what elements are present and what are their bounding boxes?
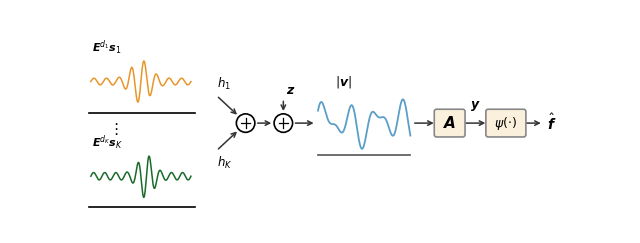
- Text: $\boldsymbol{A}$: $\boldsymbol{A}$: [443, 115, 456, 131]
- Text: $\psi(\cdot)$: $\psi(\cdot)$: [495, 115, 517, 132]
- Text: $\boldsymbol{E}^{d_K}\boldsymbol{s}_K$: $\boldsymbol{E}^{d_K}\boldsymbol{s}_K$: [92, 133, 124, 152]
- Text: $|\boldsymbol{v}|$: $|\boldsymbol{v}|$: [335, 74, 352, 90]
- Text: $h_1$: $h_1$: [217, 75, 231, 92]
- Text: $\vdots$: $\vdots$: [108, 121, 118, 137]
- FancyBboxPatch shape: [435, 109, 465, 137]
- Text: $\boldsymbol{y}$: $\boldsymbol{y}$: [470, 99, 481, 113]
- Text: $\boldsymbol{E}^{d_1}\boldsymbol{s}_1$: $\boldsymbol{E}^{d_1}\boldsymbol{s}_1$: [92, 38, 122, 57]
- Text: $\hat{\boldsymbol{f}}$: $\hat{\boldsymbol{f}}$: [547, 113, 556, 133]
- Text: $h_K$: $h_K$: [217, 155, 232, 171]
- FancyBboxPatch shape: [486, 109, 526, 137]
- Text: $\boldsymbol{z}$: $\boldsymbol{z}$: [285, 84, 295, 97]
